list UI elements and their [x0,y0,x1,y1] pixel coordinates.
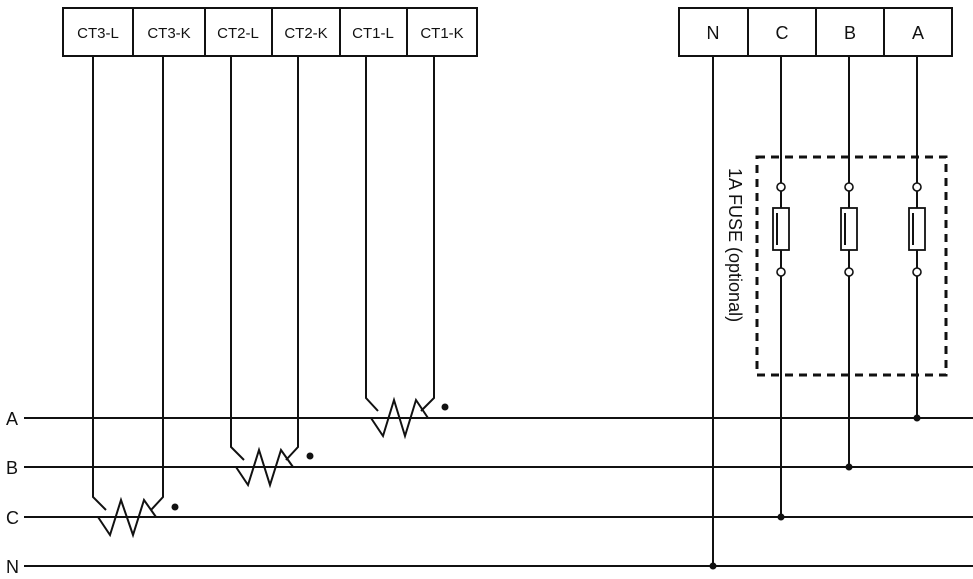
b-fuse-terminal-bottom [844,267,854,277]
line-conductors: A B C N [6,409,973,577]
terminal-box-ct2-l [204,7,273,57]
fuse-enclosure [755,155,948,377]
c-junction-dot [777,513,785,521]
terminal-label-ct1-l: CT1-L [352,25,394,42]
b-junction-dot [845,463,853,471]
voltage-leads [709,56,926,570]
terminal-label-n: N [707,23,720,43]
a-fuse-terminal-top [912,182,922,192]
terminal-label-c: C [776,23,789,43]
terminal-label-a: A [912,23,924,43]
b-fuse-terminal-top [844,182,854,192]
a-junction-dot [913,414,921,422]
ct1-k-lead [420,56,435,412]
line-label-b: B [6,458,18,478]
b-fuse-icon [840,207,858,251]
line-label-a: A [6,409,18,429]
fuse-label: 1A FUSE (optional) [725,168,745,322]
line-label-c: C [6,508,19,528]
ct1-l-lead [365,56,379,412]
terminal-box-ct3-k [132,7,206,57]
terminal-label-ct3-k: CT3-K [147,25,190,42]
a-fuse-icon [908,207,926,251]
terminal-box-a [883,7,953,57]
ct1-coil-icon [370,396,429,440]
terminal-label-ct1-k: CT1-K [420,25,463,42]
a-fuse-terminal-bottom [912,267,922,277]
ct3-polarity-dot [171,503,179,511]
ct2-l-lead [230,56,245,461]
terminal-box-c [747,7,817,57]
terminal-box-ct1-k [406,7,478,57]
n-junction-dot [709,562,717,570]
ct1-transformer [365,56,449,440]
terminal-label-b: B [844,23,856,43]
terminal-label-ct3-l: CT3-L [77,25,119,42]
ct3-transformer [92,56,179,539]
terminal-box-ct1-l [339,7,408,57]
ct3-coil-icon [97,496,157,539]
c-fuse-terminal-bottom [776,267,786,277]
ct2-polarity-dot [306,452,314,460]
ct3-l-lead [92,56,107,511]
line-label-n: N [6,557,19,577]
voltage-terminal-block: N C B A [678,7,953,57]
c-fuse-icon [772,207,790,251]
ct3-k-lead [150,56,164,511]
terminal-label-ct2-k: CT2-K [284,25,327,42]
ct-terminal-block: CT3-L CT3-K CT2-L CT2-K CT1-L CT1-K [62,7,478,57]
terminal-box-ct3-l [62,7,134,57]
ct2-k-lead [285,56,299,461]
terminal-label-ct2-l: CT2-L [217,25,259,42]
ct1-polarity-dot [441,403,449,411]
ct2-transformer [230,56,314,489]
c-fuse-terminal-top [776,182,786,192]
ct2-coil-icon [235,446,294,489]
